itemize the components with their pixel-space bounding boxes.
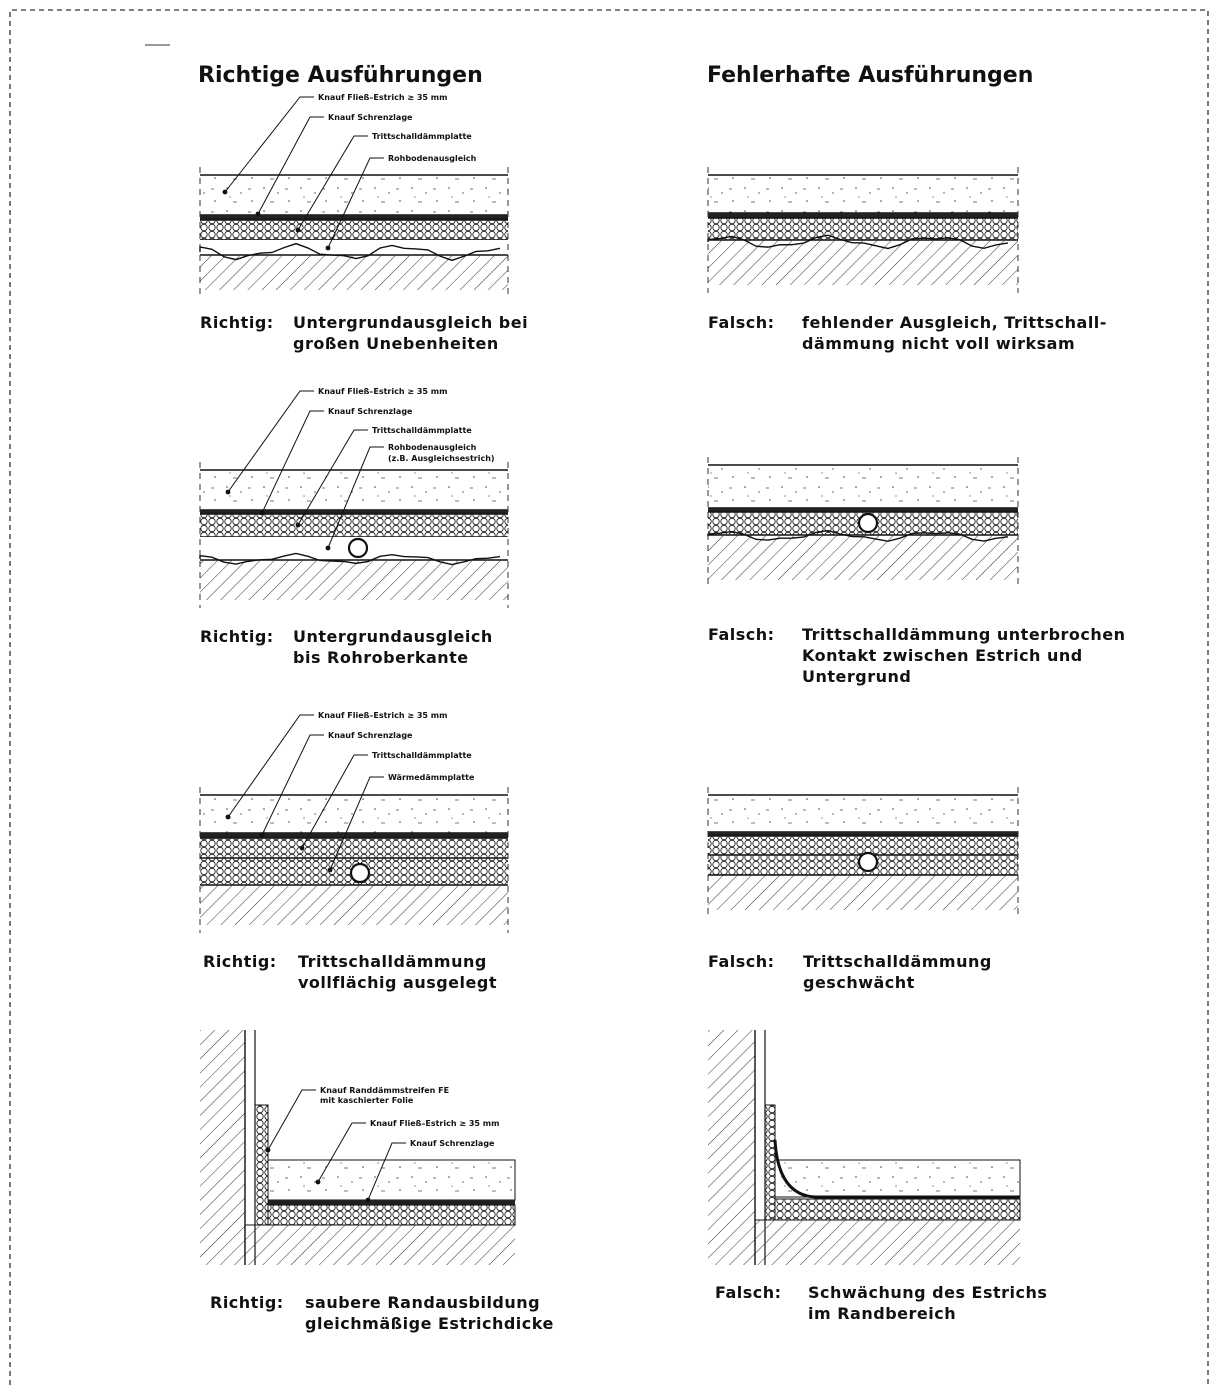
leader-dot	[260, 833, 265, 838]
leader-dot	[260, 511, 265, 516]
edge-strip	[255, 1105, 268, 1225]
layer-hex	[708, 836, 1018, 855]
leader-dot	[326, 546, 331, 551]
caption-prefix: Richtig:	[203, 952, 277, 971]
layer-hex	[200, 220, 508, 240]
caption-line: Schwächung des Estrichs	[808, 1283, 1047, 1302]
layer-label: Knauf Fließ–Estrich ≥ 35 mm	[318, 387, 447, 396]
pipe	[859, 514, 877, 532]
caption-prefix: Richtig:	[210, 1293, 284, 1312]
caption-prefix: Falsch:	[708, 952, 775, 971]
layer-label: Knauf Fließ–Estrich ≥ 35 mm	[318, 93, 447, 102]
wall	[200, 1030, 245, 1265]
layer-label: Knauf Fließ–Estrich ≥ 35 mm	[318, 711, 447, 720]
layer-label: Knauf Schrenzlage	[410, 1139, 495, 1148]
page-border	[10, 10, 1208, 1385]
insulation	[775, 1199, 1020, 1220]
foil	[268, 1200, 515, 1205]
caption-prefix: Falsch:	[708, 625, 775, 644]
layer-hatch	[200, 560, 508, 600]
leader-dot	[266, 1148, 271, 1153]
caption-line: Trittschalldämmung	[298, 952, 487, 971]
insulation	[268, 1205, 515, 1225]
pipe	[351, 864, 369, 882]
leader-dot	[223, 190, 228, 195]
caption-prefix: Richtig:	[200, 313, 274, 332]
layer-hatch	[708, 875, 1018, 910]
caption-line: Untergrundausgleich bei	[293, 313, 528, 332]
layer-screed	[200, 175, 508, 215]
base	[755, 1220, 1020, 1265]
caption-line: Kontakt zwischen Estrich und	[802, 646, 1083, 665]
page: Richtige Ausführungen Fehlerhafte Ausfüh…	[0, 0, 1218, 1385]
base	[245, 1225, 515, 1265]
screed	[775, 1160, 1020, 1197]
caption-line: großen Unebenheiten	[293, 334, 499, 353]
layer-label: Trittschalldämmplatte	[372, 751, 472, 760]
layer-hatch	[708, 240, 1018, 285]
layer-label: Wärmedämmplatte	[388, 773, 475, 782]
caption-prefix: Falsch:	[715, 1283, 782, 1302]
sheet: Richtige Ausführungen Fehlerhafte Ausfüh…	[0, 0, 1218, 1385]
caption-line: dämmung nicht voll wirksam	[802, 334, 1075, 353]
layer-label: mit kaschierter Folie	[320, 1096, 414, 1105]
layer-label: Trittschalldämmplatte	[372, 132, 472, 141]
caption-line: geschwächt	[803, 973, 915, 992]
layer-label: Knauf Schrenzlage	[328, 407, 413, 416]
layer-label: Knauf Schrenzlage	[328, 113, 413, 122]
layer-label: Trittschalldämmplatte	[372, 426, 472, 435]
layer-hex	[708, 218, 1018, 240]
leader-dot	[256, 212, 261, 217]
caption-line: vollflächig ausgelegt	[298, 973, 497, 992]
edge-strip	[765, 1105, 775, 1220]
leader-dot	[316, 1180, 321, 1185]
caption-line: fehlender Ausgleich, Trittschall-	[802, 313, 1107, 332]
pipe	[349, 539, 367, 557]
caption-line: Untergrund	[802, 667, 911, 686]
caption-line: im Randbereich	[808, 1304, 956, 1323]
wall	[708, 1030, 755, 1265]
layer-label: Knauf Randdämmstreifen FE	[320, 1086, 449, 1095]
caption-prefix: Richtig:	[200, 627, 274, 646]
layer-dark	[200, 833, 508, 838]
layer-hex	[200, 514, 508, 537]
layer-screed	[708, 795, 1018, 832]
leader-dot	[300, 846, 305, 851]
layer-label: Knauf Schrenzlage	[328, 731, 413, 740]
heading: Fehlerhafte Ausführungen	[707, 63, 1033, 88]
layer-dark	[200, 215, 508, 220]
caption-line: saubere Randausbildung	[305, 1293, 540, 1312]
leader-dot	[226, 815, 231, 820]
layer-hatch	[708, 535, 1018, 580]
leader-dot	[226, 490, 231, 495]
caption-line: gleichmäßige Estrichdicke	[305, 1314, 554, 1333]
caption-prefix: Falsch:	[708, 313, 775, 332]
leader-dot	[328, 868, 333, 873]
layer-label: Rohbodenausgleich	[388, 443, 477, 452]
layer-hatch	[200, 255, 508, 290]
leader-dot	[366, 1198, 371, 1203]
leader-dot	[326, 246, 331, 251]
caption-line: Trittschalldämmung unterbrochen	[802, 625, 1126, 644]
layer-screed	[708, 465, 1018, 508]
layer-hatch	[200, 885, 508, 925]
caption-line: Untergrundausgleich	[293, 627, 493, 646]
leader-dot	[296, 523, 301, 528]
leader-line	[268, 1090, 316, 1150]
layer-screed	[200, 470, 508, 510]
layer-label: (z.B. Ausgleichsestrich)	[388, 454, 495, 463]
layer-dark	[708, 213, 1018, 218]
layer-screed	[708, 175, 1018, 213]
layer-label: Rohbodenausgleich	[388, 154, 477, 163]
heading: Richtige Ausführungen	[198, 63, 483, 88]
pipe	[859, 853, 877, 871]
caption-line: Trittschalldämmung	[803, 952, 992, 971]
screed	[268, 1160, 515, 1200]
layer-level	[200, 240, 508, 255]
layer-hex	[200, 838, 508, 858]
layer-label: Knauf Fließ–Estrich ≥ 35 mm	[370, 1119, 499, 1128]
caption-line: bis Rohroberkante	[293, 648, 469, 667]
leader-dot	[296, 228, 301, 233]
